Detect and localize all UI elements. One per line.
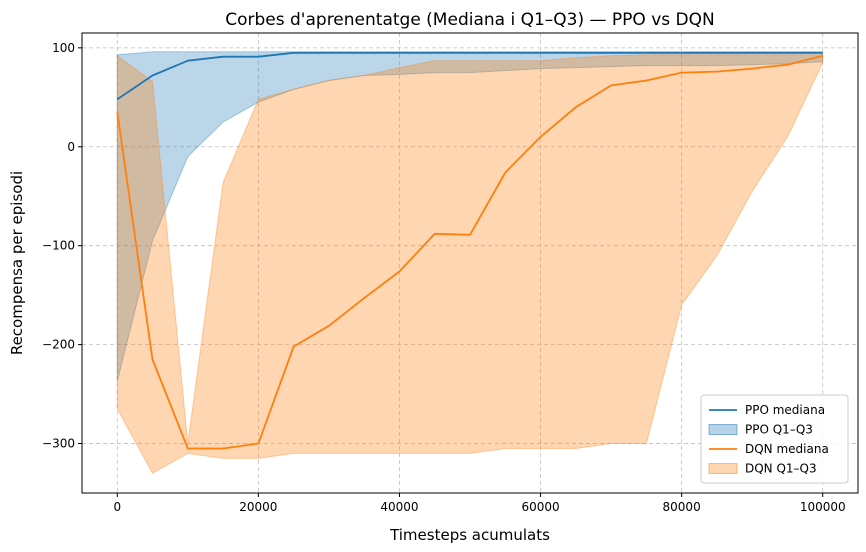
ppo-median-line [116,51,823,101]
y-axis-label: Recompensa per episodi [8,171,26,355]
x-tick-label: 0 [113,500,121,514]
legend-label: PPO mediana [745,403,825,417]
x-tick-label: 100000 [800,500,846,514]
ppo-q1-q3-band [116,51,824,382]
legend-swatch-ppo-band [708,424,738,435]
x-tick-label: 60000 [521,500,559,514]
bands [116,51,824,474]
legend-swatch-dqn-band [708,463,738,474]
legend-label: DQN mediana [745,442,829,456]
legend: PPO mediana PPO Q1–Q3 DQN mediana DQN Q1–Q3 [700,394,849,484]
dqn-median-line [116,54,823,450]
y-tick-label: 0 [67,140,75,154]
plot-frame [81,32,859,494]
legend-box [700,394,849,484]
x-axis-label: Timesteps acumulats [389,526,550,544]
legend-label: DQN Q1–Q3 [745,462,817,476]
dqn-q1-q3-band [116,54,824,474]
y-tick-label: −100 [42,239,75,253]
y-axis: −300 −200 −100 0 100 [42,41,82,451]
chart-title: Corbes d'aprenentatge (Mediana i Q1–Q3) … [225,10,714,30]
y-tick-label: −300 [42,437,75,451]
y-tick-label: 100 [52,41,75,55]
y-tick-label: −200 [42,338,75,352]
x-tick-label: 40000 [380,500,418,514]
x-tick-label: 80000 [663,500,701,514]
x-axis: 0 20000 40000 60000 80000 100000 [113,493,846,514]
x-tick-label: 20000 [239,500,277,514]
lines [116,51,823,450]
legend-label: PPO Q1–Q3 [745,423,813,437]
